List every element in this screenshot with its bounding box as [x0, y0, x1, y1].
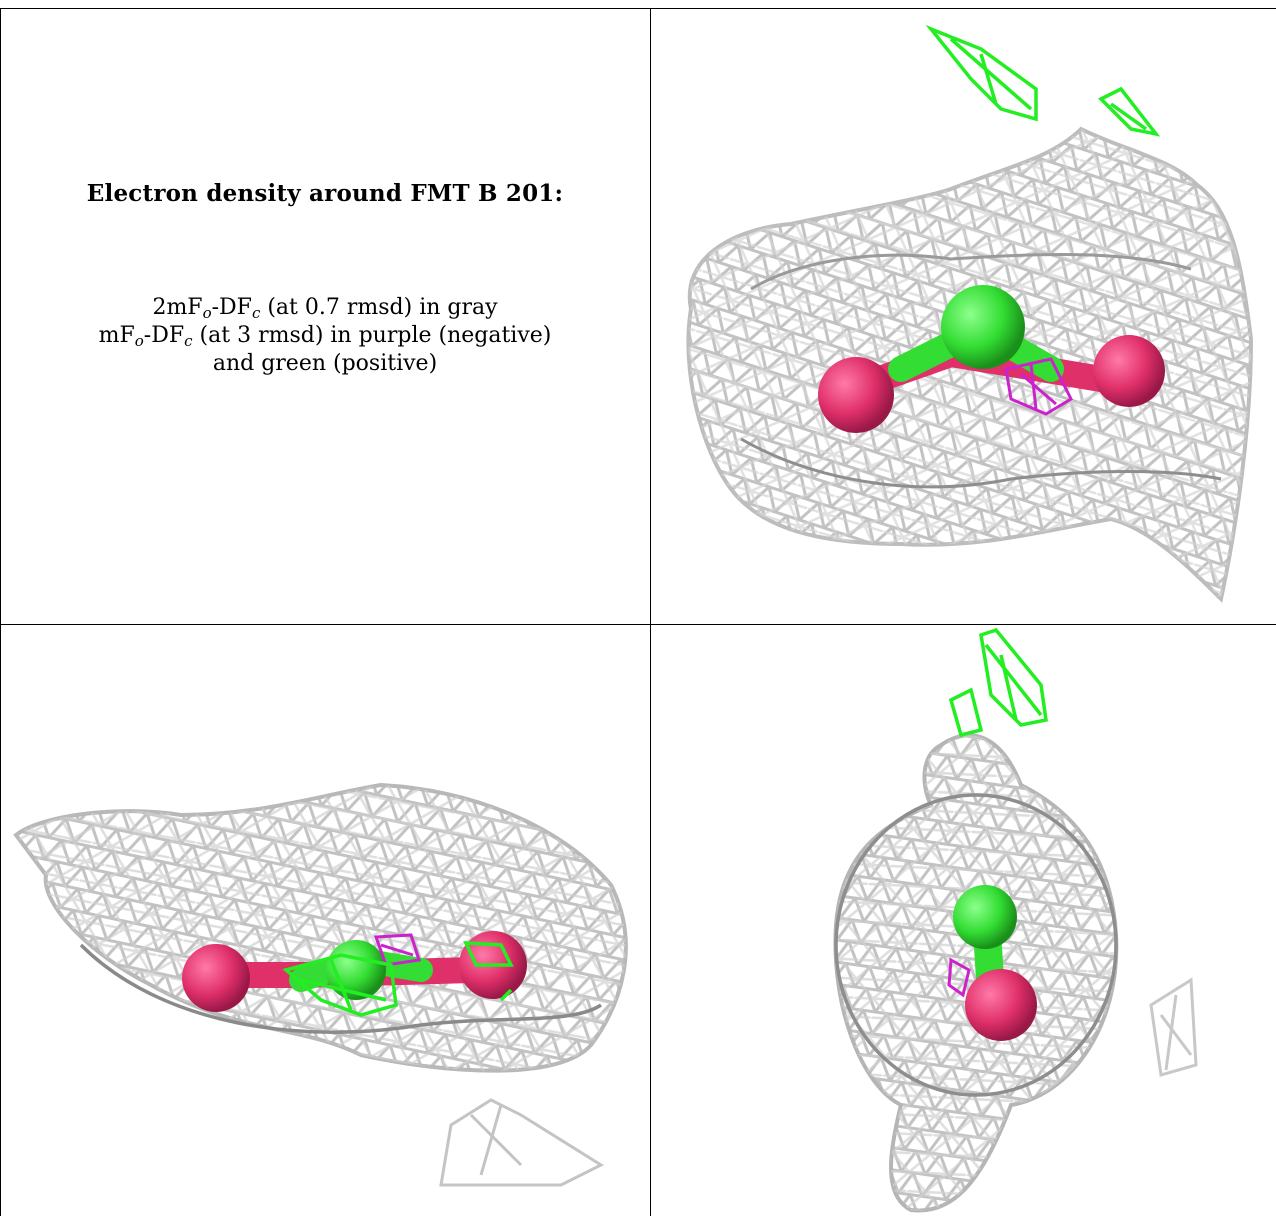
positive-difference-density	[948, 627, 1048, 738]
caption-line-1: 2mFo-DFc (at 0.7 rmsd) in gray	[152, 295, 498, 322]
border-middle	[0, 624, 1276, 625]
caption-cell: Electron density around FMT B 201: 2mFo-…	[0, 8, 650, 624]
border-center	[650, 8, 651, 1216]
caption-title: Electron density around FMT B 201:	[86, 180, 564, 207]
caption-legend: 2mFo-DFc (at 0.7 rmsd) in gray mFo-DFc (…	[0, 294, 650, 378]
negative-difference-density	[947, 957, 971, 998]
caption-line-2: mFo-DFc (at 3 rmsd) in purple (negative)	[98, 323, 552, 350]
caption-line-3: and green (positive)	[212, 351, 438, 376]
gray-density-fragment	[439, 1098, 605, 1187]
border-top	[0, 8, 1276, 9]
view-bottom-right	[651, 625, 1276, 1216]
view-bottom-left	[1, 625, 650, 1216]
border-left	[0, 8, 1, 1216]
positive-difference-density	[282, 941, 514, 1017]
fmt-molecule	[818, 285, 1165, 433]
negative-difference-density	[1004, 357, 1073, 416]
fmt-molecule	[953, 885, 1037, 1041]
view-top-right	[651, 9, 1276, 624]
gray-density-mesh	[13, 782, 628, 1187]
negative-difference-density	[373, 933, 421, 967]
positive-difference-density	[925, 24, 1161, 137]
gray-density-fragment	[1149, 977, 1198, 1077]
